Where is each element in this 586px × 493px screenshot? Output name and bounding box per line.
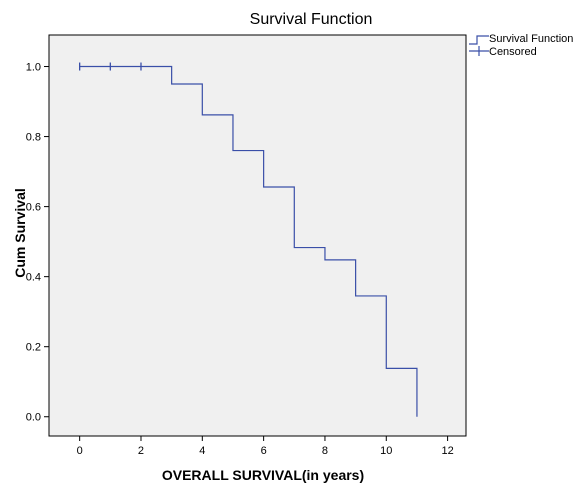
x-axis: 0 2 4 6 8 10 12 xyxy=(77,436,454,457)
legend-survival-swatch xyxy=(469,35,489,45)
y-tick-label: 1.0 xyxy=(26,62,41,74)
x-tick-label: 10 xyxy=(380,445,392,457)
survival-function-line xyxy=(79,65,418,417)
y-axis-label: Cum Survival xyxy=(12,188,28,277)
x-tick-label: 12 xyxy=(441,445,453,457)
x-tick-label: 0 xyxy=(77,445,83,457)
y-tick-label: 0.8 xyxy=(26,132,41,144)
plot-area xyxy=(48,34,467,437)
y-tick-label: 0.0 xyxy=(26,412,41,424)
y-axis: 0.0 0.2 0.4 0.6 0.8 1.0 xyxy=(26,62,49,424)
x-axis-label: OVERALL SURVIVAL(in years) xyxy=(162,467,364,483)
legend-censored-label: Censored xyxy=(489,46,537,58)
x-tick-label: 6 xyxy=(261,445,267,457)
x-tick-label: 8 xyxy=(322,445,328,457)
x-tick-label: 2 xyxy=(138,445,144,457)
y-tick-label: 0.6 xyxy=(26,202,41,214)
y-tick-label: 0.4 xyxy=(26,272,41,284)
legend-survival-label: Survival Function xyxy=(489,33,573,45)
x-tick-label: 4 xyxy=(199,445,205,457)
legend: Survival Function Censored xyxy=(469,33,573,58)
censored-markers xyxy=(79,62,142,71)
chart-title: Survival Function xyxy=(250,11,373,28)
y-tick-label: 0.2 xyxy=(26,342,41,354)
